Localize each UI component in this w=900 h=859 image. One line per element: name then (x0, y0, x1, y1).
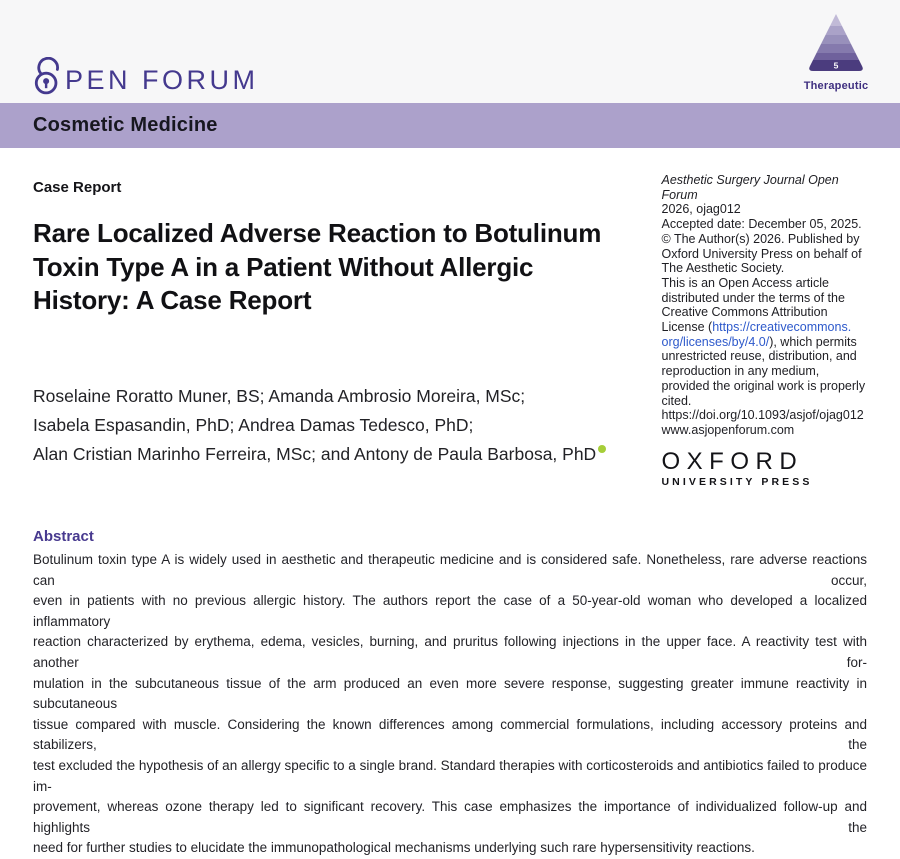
section-banner: Cosmetic Medicine (0, 103, 900, 148)
citation-segment: Oxford University Press on behalf of (661, 246, 862, 261)
cc-license-link[interactable]: https://creativecommons. (712, 320, 852, 335)
citation-segment: www.asjopenforum.com (661, 422, 795, 437)
open-lock-icon (33, 57, 63, 95)
article-kicker: Case Report (33, 179, 122, 196)
oup-logo: OXFORD UNIVERSITY PRESS (661, 447, 868, 489)
author-line: Roselaine Roratto Muner, BS; Amanda Ambr… (33, 385, 526, 406)
abstract-line: need for further studies to elucidate th… (33, 840, 755, 856)
citation-segment: License ( (661, 320, 713, 335)
citation-line: Forum (662, 188, 868, 203)
citation-segment: unrestricted reuse, distribution, and (661, 349, 857, 364)
article-title: Rare Localized Adverse Reaction to Botul… (33, 217, 639, 318)
abstract-text: Botulinum toxin type A is widely used in… (33, 550, 867, 859)
article-column: Case Report Rare Localized Adverse React… (33, 148, 639, 488)
author-line: Isabela Espasandin, PhD; Andrea Damas Te… (33, 414, 474, 435)
pyramid-label: Therapeutic (803, 80, 869, 92)
pyramid-icon: 5 (800, 14, 872, 78)
abstract-line: tissue compared with muscle. Considering… (33, 716, 867, 753)
logo-text: PEN FORUM (65, 65, 259, 95)
citation-segment: This is an Open Access article (661, 275, 829, 290)
citation-line: https://doi.org/10.1093/asjof/ojag012 (662, 408, 868, 423)
citation-segment: distributed under the terms of the (661, 290, 845, 305)
page-header: PEN FORUM 5 Therapeu (0, 0, 900, 103)
citation-segment: provided the original work is properly (661, 378, 866, 393)
citation-segment: Creative Commons Attribution (661, 305, 828, 320)
author-line: Alan Cristian Marinho Ferreira, MSc; and… (33, 440, 639, 469)
citation-segment: Forum (661, 187, 698, 202)
citation-line: Accepted date: December 05, 2025. (662, 217, 868, 232)
abstract-line: provement, whereas ozone therapy led to … (33, 799, 867, 835)
title-line: Toxin Type A in a Patient Without Allerg… (33, 251, 534, 282)
citation-line: provided the original work is properly (662, 379, 868, 394)
citation-line: This is an Open Access article (662, 276, 868, 291)
abstract-line: mulation in the subcutaneous tissue of t… (33, 675, 867, 712)
title-line: History: A Case Report (33, 285, 312, 315)
cc-license-link[interactable]: org/licenses/by/4.0/ (661, 334, 770, 349)
pyramid-logo: 5 Therapeutic (796, 12, 876, 92)
citation-segment: Accepted date: December 05, 2025. (661, 217, 862, 232)
citation-line: The Aesthetic Society. (662, 261, 868, 276)
citation-panel: Aesthetic Surgery Journal Open Forum 2026,… (662, 148, 868, 488)
open-forum-logo: PEN FORUM (33, 57, 259, 95)
citation-line: Oxford University Press on behalf of (662, 247, 868, 262)
citation-segment: 2026, ojag012 (661, 202, 741, 217)
citation-line: www.asjopenforum.com (662, 423, 868, 438)
abstract-section: Abstract Botulinum toxin type A is widel… (33, 528, 867, 859)
citation-line: unrestricted reuse, distribution, and (662, 349, 868, 364)
citation-segment: cited. (661, 393, 692, 408)
oup-subtitle: UNIVERSITY PRESS (661, 476, 813, 489)
citation-segment: reproduction in any medium, (661, 364, 820, 379)
pyramid-level: 5 (834, 61, 839, 71)
citation-line: License (https://creativecommons. (662, 320, 868, 335)
abstract-line: test excluded the hypothesis of an aller… (33, 757, 867, 794)
citation-line: org/licenses/by/4.0/), which permits (662, 335, 868, 350)
oup-wordmark: OXFORD (661, 447, 804, 475)
citation-segment: The Aesthetic Society. (661, 261, 785, 276)
citation-line: cited. (662, 394, 868, 409)
abstract-line: even in patients with no previous allerg… (33, 593, 867, 629)
abstract-line: Botulinum toxin type A is widely used in… (33, 552, 867, 588)
citation-line: Creative Commons Attribution (662, 305, 868, 320)
author-list: Roselaine Roratto Muner, BS; Amanda Ambr… (33, 382, 639, 469)
citation-segment: https://doi.org/10.1093/asjof/ojag012 (661, 408, 864, 423)
abstract-heading: Abstract (33, 528, 94, 546)
abstract-line: reaction characterized by erythema, edem… (33, 634, 867, 671)
citation-line: 2026, ojag012 (662, 202, 868, 217)
citation-segment: Aesthetic Surgery Journal Open (661, 173, 839, 187)
citation-segment: ), which permits (769, 334, 857, 349)
banner-title: Cosmetic Medicine (33, 114, 218, 136)
main-content: Case Report Rare Localized Adverse React… (0, 148, 900, 859)
title-line: Rare Localized Adverse Reaction to Botul… (33, 218, 602, 248)
citation-line: reproduction in any medium, (662, 364, 868, 379)
citation-segment: © The Author(s) 2026. Published by (661, 231, 860, 246)
orcid-icon[interactable] (598, 444, 607, 453)
citation-text: Aesthetic Surgery Journal Open Forum 2026,… (662, 173, 868, 438)
citation-line: Aesthetic Surgery Journal Open (662, 173, 868, 188)
citation-line: distributed under the terms of the (662, 291, 868, 306)
citation-line: © The Author(s) 2026. Published by (662, 232, 868, 247)
